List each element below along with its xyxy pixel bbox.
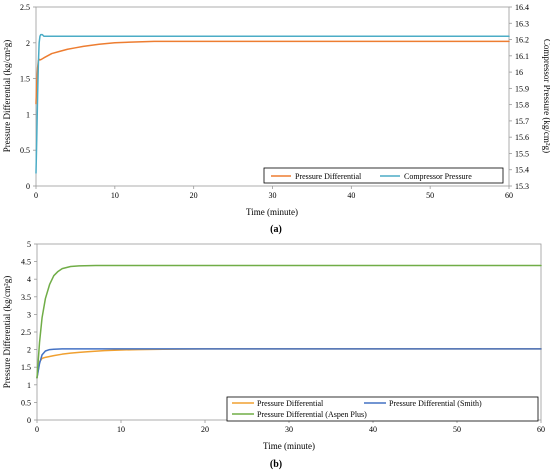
y2-tick-label: 16.3 [515,19,529,28]
y2-tick-label: 15.3 [515,182,529,191]
x-tick-label: 10 [117,425,125,434]
y2-tick-label: 15.7 [515,117,529,126]
y-tick-label: 1.5 [20,75,30,84]
legend-label-pressure-differential: Pressure Differential [295,172,362,181]
y-ticks-b: 0 0.5 1 1.5 2 2.5 3 3.5 4 4.5 5 [21,240,37,425]
x-ticks-a: 0 10 20 30 40 50 60 [34,186,513,200]
right-y-ticks-a: 15.3 15.4 15.5 15.6 15.7 15.8 15.9 16 16.1 16.2 16… [509,3,529,191]
y-tick-label: 2.5 [21,328,31,337]
y2-tick-label: 16.2 [515,36,529,45]
x-tick-label: 30 [285,425,293,434]
legend-a: Pressure Differential Compressor Pressur… [263,167,504,184]
y2-tick-label: 16 [515,68,523,77]
series-line-compressor-pressure [35,33,510,174]
panel-label-b: (b) [270,459,282,470]
y-tick-label: 0.5 [21,398,31,407]
x-tick-label: 60 [537,425,545,434]
y-tick-label: 5 [27,240,31,249]
plot-area-a [35,6,510,187]
y2-tick-label: 16.1 [515,52,529,61]
x-axis-label-b: Time (minute) [263,441,315,451]
y2-tick-label: 15.4 [515,166,529,175]
y-tick-label: 3.5 [21,293,31,302]
y-tick-label: 1 [27,381,31,390]
x-tick-label: 20 [190,191,198,200]
legend-b: Pressure Differential Pressure Different… [226,396,539,422]
x-tick-label: 40 [347,191,355,200]
series-lines-b [36,264,542,379]
y-tick-label: 1.5 [21,363,31,372]
x-tick-label: 20 [201,425,209,434]
y-tick-label: 2.5 [20,3,30,12]
y2-tick-label: 15.8 [515,101,529,110]
y-tick-label: 0 [27,416,31,425]
y2-tick-label: 15.5 [515,149,529,158]
y-tick-label: 3 [27,310,31,319]
x-ticks-b: 0 10 20 30 40 50 60 [35,420,545,434]
series-lines-a [35,33,510,174]
series-line-pressure-differential-aspen-plus [36,264,542,379]
y2-tick-label: 15.9 [515,84,529,93]
y-tick-label: 4 [27,275,31,284]
legend-label-compressor-pressure: Compressor Pressure [404,172,472,181]
chart-panel-b: 0 0.5 1 1.5 2 2.5 3 3.5 4 4.5 5 0 10 20 30 40 50 60 Pres… [2,240,545,470]
legend-label-aspen-plus: Pressure Differential (Aspen Plus) [257,410,367,419]
x-tick-label: 50 [426,191,434,200]
y-tick-label: 4.5 [21,258,31,267]
y2-tick-label: 15.6 [515,133,529,142]
y-axis-label-b: Pressure Differential (kg/cm²g) [2,276,12,389]
chart-panel-a: 00.511.522.5 15.315.415.515.615.715.815.… [2,3,550,235]
y-tick-label: 0.5 [20,146,30,155]
x-tick-label: 50 [453,425,461,434]
x-tick-label: 40 [369,425,377,434]
x-axis-label-a: Time (minute) [246,207,298,217]
y-axis-label-a: Pressure Differential (kg/cm²g) [2,40,12,153]
left-y-ticks-a: 0 0.5 1 1.5 2 2.5 [20,3,36,191]
y2-tick-label: 16.4 [515,3,529,12]
legend-label-smith: Pressure Differential (Smith) [389,399,482,408]
x-tick-label: 0 [35,425,39,434]
panel-label-a: (a) [270,224,282,235]
x-tick-label: 10 [111,191,119,200]
legend-box-b [226,396,539,422]
legend-label-pressure-differential-b: Pressure Differential [257,399,324,408]
x-tick-label: 0 [34,191,38,200]
y-tick-label: 2 [26,39,30,48]
y-tick-label: 0 [26,182,30,191]
x-tick-label: 60 [505,191,513,200]
plot-area-b [36,243,542,421]
x-tick-label: 30 [269,191,277,200]
y2-axis-label-a: Compressor Pressure (kg/cm²g) [542,39,550,153]
y-tick-label: 2 [27,346,31,355]
series-line-pressure-differential-smith [36,348,542,379]
y-tick-label: 1 [26,110,30,119]
